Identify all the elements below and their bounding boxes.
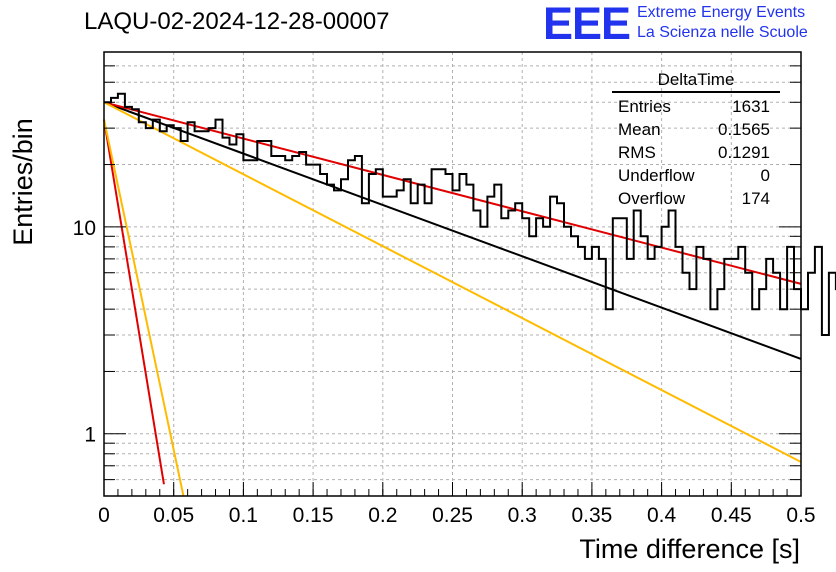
y-tick-label: 1: [84, 424, 96, 447]
stats-value: 0: [760, 166, 770, 185]
stats-value: 0.1291: [718, 143, 770, 162]
fit-line-4: [103, 119, 185, 497]
x-tick-label: 0.25: [432, 504, 473, 527]
logo-line-1: Extreme Energy Events: [637, 4, 806, 21]
stats-box: DeltaTime Entries 1631 Mean 0.1565 RMS 0.12…: [612, 70, 780, 210]
x-axis-label: Time difference [s]: [579, 534, 800, 564]
page-title: LAQU-02-2024-12-28-00007: [84, 8, 390, 35]
y-axis-label: Entries/bin: [8, 118, 38, 246]
x-tick-label: 0.3: [508, 504, 537, 527]
stats-row-overflow: Overflow 174: [612, 187, 780, 210]
axis-ticks: [103, 51, 802, 497]
x-tick-label: 0.2: [368, 504, 397, 527]
stats-label: Entries: [618, 97, 671, 116]
fit-line-3: [103, 119, 165, 485]
x-tick-label: 0.5: [786, 504, 815, 527]
fit-line-1: [103, 101, 802, 285]
x-tick-label: 0.05: [153, 504, 194, 527]
x-tick-label: 0: [98, 504, 110, 527]
stats-box-title: DeltaTime: [612, 70, 780, 93]
stats-row-mean: Mean 0.1565: [612, 118, 780, 141]
fit-line-2: [103, 101, 802, 463]
stats-label: RMS: [618, 143, 656, 162]
grid-lines: [103, 51, 802, 497]
stats-label: Mean: [618, 120, 661, 139]
fit-line-0: [103, 101, 802, 360]
stats-label: Underflow: [618, 166, 695, 185]
stats-label: Overflow: [618, 189, 686, 208]
y-tick-label: 10: [73, 217, 96, 240]
stats-row-underflow: Underflow 0: [612, 164, 780, 187]
logo-line-2: La Scienza nelle Scuole: [637, 24, 808, 41]
x-tick-label: 0.45: [711, 504, 752, 527]
x-tick-label: 0.15: [293, 504, 334, 527]
histogram: [104, 92, 836, 336]
stats-row-entries: Entries 1631: [612, 95, 780, 118]
x-tick-labels: 0 0.05 0.1 0.15 0.2 0.25 0.3 0.35 0.4 0.45 0.5: [98, 504, 815, 527]
x-tick-label: 0.1: [229, 504, 258, 527]
fit-lines: [103, 101, 802, 497]
stats-value: 1631: [732, 97, 770, 116]
stats-value: 0.1565: [718, 120, 770, 139]
eee-logo: EEE: [543, 0, 631, 49]
stats-value: 174: [741, 189, 770, 208]
y-tick-labels: 1 10: [73, 217, 96, 447]
stats-row-rms: RMS 0.1291: [612, 141, 780, 164]
x-tick-label: 0.4: [647, 504, 677, 527]
x-tick-label: 0.35: [571, 504, 612, 527]
